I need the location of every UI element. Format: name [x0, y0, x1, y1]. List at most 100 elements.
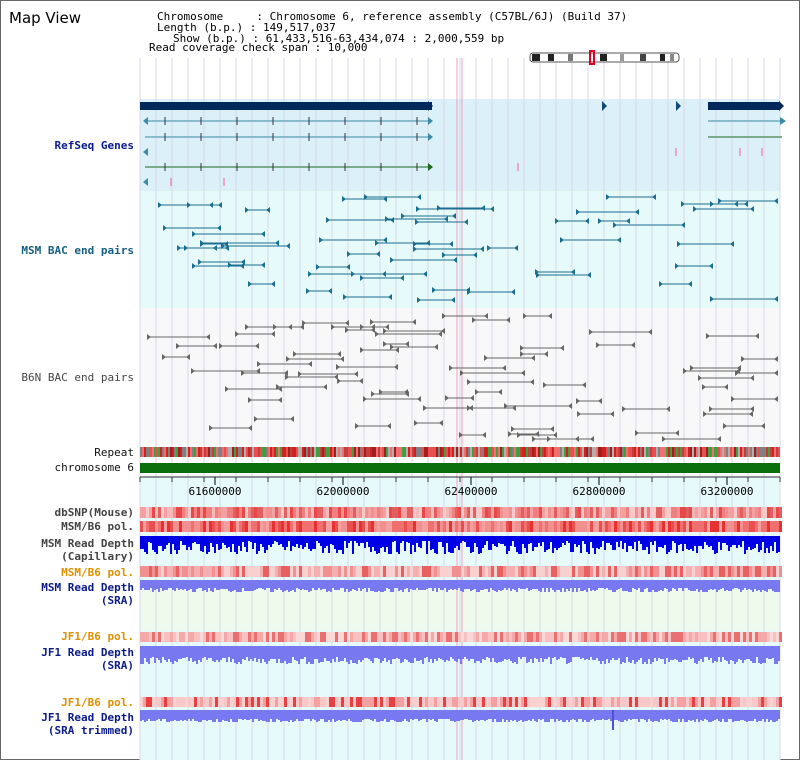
heat-cell	[233, 507, 236, 518]
track-label-msm-b6-pol[interactable]: MSM/B6 pol.	[61, 520, 134, 533]
heat-cell	[554, 521, 557, 532]
track-label-jf1-depth-trimmed[interactable]: JF1 Read Depth	[41, 711, 134, 724]
jf1-pol-heat	[140, 632, 782, 642]
repeat-segment	[762, 447, 764, 457]
depth-bar	[428, 646, 430, 662]
depth-bar	[506, 536, 508, 554]
heat-cell	[260, 566, 263, 577]
heat-cell	[389, 521, 392, 532]
depth-bar	[492, 536, 494, 544]
depth-bar	[146, 710, 148, 721]
depth-bar	[266, 710, 268, 722]
depth-bar	[318, 580, 320, 588]
depth-bar	[734, 646, 736, 664]
depth-bar	[184, 710, 186, 720]
repeat-segment	[200, 447, 202, 457]
heat-cell	[503, 697, 506, 707]
bac-end	[718, 198, 722, 204]
depth-bar	[464, 536, 466, 542]
heat-cell	[479, 521, 482, 532]
depth-bar	[616, 646, 618, 660]
heat-cell	[419, 507, 422, 518]
repeat-segment	[244, 447, 246, 457]
depth-bar	[160, 646, 162, 663]
track-label-b6n-bac[interactable]: B6N BAC end pairs	[21, 371, 134, 384]
heat-cell	[245, 697, 248, 707]
heat-cell	[377, 697, 380, 707]
heat-cell	[179, 507, 182, 518]
heat-cell	[761, 632, 764, 642]
heat-cell	[560, 507, 563, 518]
depth-bar	[554, 580, 556, 592]
depth-bar	[528, 580, 530, 591]
heat-cell	[164, 697, 167, 707]
page-title: Map View	[9, 9, 82, 27]
track-label-msm-bac[interactable]: MSM BAC end pairs	[21, 244, 134, 257]
heat-cell	[152, 697, 155, 707]
bac-end	[710, 201, 714, 207]
heat-cell	[371, 697, 374, 707]
heat-cell	[713, 521, 716, 532]
repeat-segment	[294, 447, 296, 457]
heat-cell	[434, 507, 437, 518]
heat-cell	[467, 566, 470, 577]
heat-cell	[353, 521, 356, 532]
repeat-segment	[420, 447, 422, 457]
heat-cell	[368, 632, 371, 642]
track-label-jf1-depth-sra[interactable]: JF1 Read Depth	[41, 646, 134, 659]
depth-bar	[706, 646, 708, 657]
bac-end	[749, 411, 753, 417]
track-label-repeat[interactable]: Repeat	[94, 446, 134, 459]
depth-bar	[148, 646, 150, 664]
depth-bar	[738, 710, 740, 721]
track-label-jf1-pol-2[interactable]: JF1/B6 pol.	[61, 696, 134, 709]
depth-bar	[278, 646, 280, 659]
depth-bar	[630, 536, 632, 546]
depth-bar	[668, 646, 670, 662]
depth-bar	[434, 580, 436, 588]
track-label-chromosome[interactable]: chromosome 6	[54, 461, 134, 474]
depth-bar	[560, 646, 562, 657]
depth-bar	[748, 580, 750, 589]
depth-bar	[186, 710, 188, 721]
heat-cell	[503, 521, 506, 532]
depth-bar	[604, 646, 606, 664]
depth-bar	[354, 536, 356, 541]
heat-cell	[380, 507, 383, 518]
depth-bar	[664, 580, 666, 588]
depth-bar	[568, 536, 570, 543]
depth-bar	[162, 646, 164, 657]
track-label-msm-depth-capillary[interactable]: MSM Read Depth	[41, 537, 134, 550]
depth-bar	[308, 710, 310, 719]
depth-bar	[576, 710, 578, 722]
track-label-jf1-pol[interactable]: JF1/B6 pol.	[61, 630, 134, 643]
track-label-msm-b6-pol-2[interactable]: MSM/B6 pol.	[61, 566, 134, 579]
depth-bar	[742, 646, 744, 663]
heat-cell	[533, 521, 536, 532]
heat-cell	[272, 566, 275, 577]
heat-cell	[173, 521, 176, 532]
repeat-segment	[598, 447, 600, 457]
depth-bar	[716, 710, 718, 719]
depth-bar	[466, 580, 468, 589]
depth-bar	[454, 710, 456, 722]
heat-cell	[704, 521, 707, 532]
depth-bar	[596, 536, 598, 548]
depth-bar	[274, 536, 276, 541]
depth-bar	[722, 646, 724, 657]
repeat-segment	[612, 447, 614, 457]
heat-cell	[716, 521, 719, 532]
repeat-segment	[288, 447, 290, 457]
heat-cell	[554, 507, 557, 518]
repeat-segment	[290, 447, 292, 457]
track-label-msm-depth-sra[interactable]: MSM Read Depth	[41, 581, 134, 594]
heat-cell	[416, 632, 419, 642]
track-label-refseq[interactable]: RefSeq Genes	[54, 139, 134, 152]
track-label-dbsnp[interactable]: dbSNP(Mouse)	[54, 506, 134, 519]
depth-bar	[204, 646, 206, 657]
heat-cell	[155, 632, 158, 642]
heat-cell	[743, 507, 746, 518]
depth-bar	[394, 580, 396, 588]
heat-cell	[335, 507, 338, 518]
